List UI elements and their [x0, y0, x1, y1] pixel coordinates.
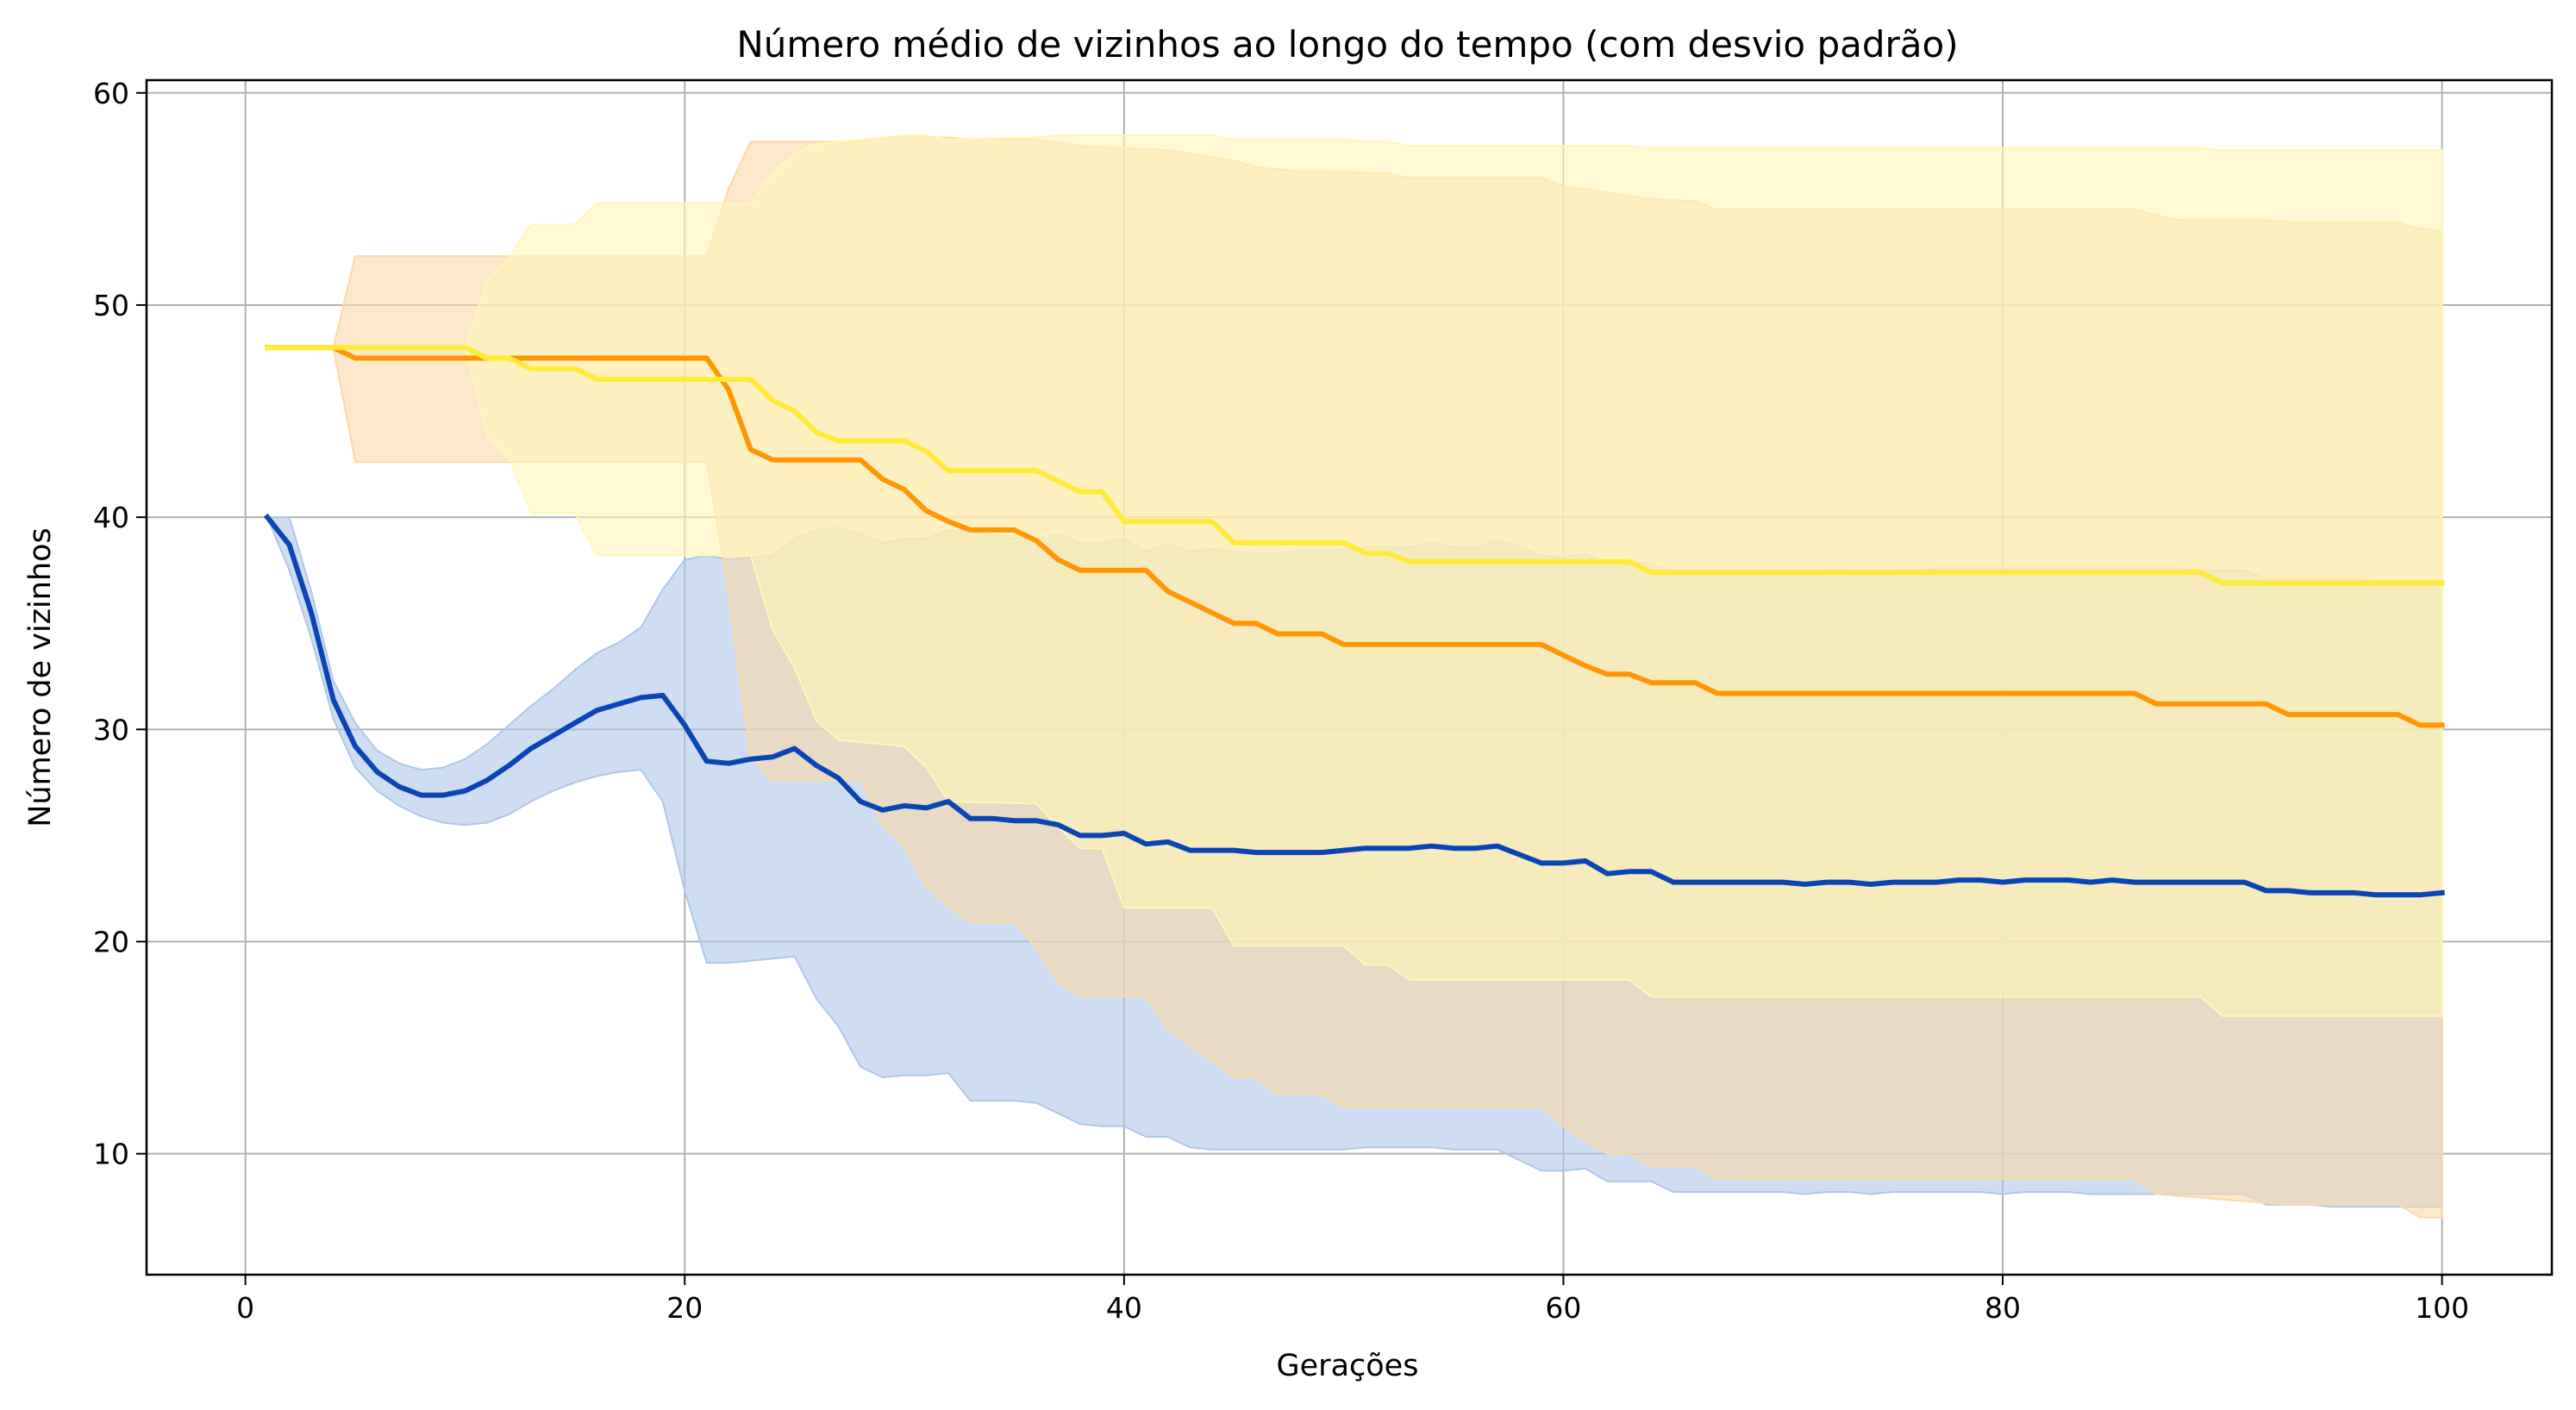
x-axis-label: Gerações [1277, 1349, 1419, 1383]
x-tick-label: 80 [1985, 1291, 2021, 1325]
chart-title: Número médio de vizinhos ao longo do tem… [736, 23, 1958, 66]
x-tick-label: 20 [666, 1291, 703, 1325]
std-band-series-3 [267, 134, 2443, 1017]
mean-lines [263, 345, 2445, 898]
mean-line-series-3 [265, 345, 2445, 586]
y-tick-label: 20 [93, 925, 129, 958]
x-tick-label: 100 [2415, 1291, 2469, 1325]
axis-ticks: 0 20 40 60 80 100 10 20 30 40 50 60 [93, 77, 2469, 1325]
y-tick-label: 10 [93, 1138, 129, 1171]
y-tick-label: 40 [93, 501, 129, 534]
y-tick-label: 60 [93, 77, 129, 110]
x-tick-label: 60 [1545, 1291, 1581, 1325]
y-axis-label: Número de vizinhos [23, 527, 58, 827]
std-bands [266, 134, 2443, 1219]
plot-frame [145, 78, 2554, 1276]
x-tick-label: 0 [236, 1291, 254, 1325]
mean-line-series-2 [265, 345, 2445, 728]
y-tick-label: 50 [93, 289, 129, 322]
mean-line-series-1 [263, 513, 2445, 898]
y-tick-label: 30 [93, 713, 129, 746]
x-tick-label: 40 [1106, 1291, 1142, 1325]
